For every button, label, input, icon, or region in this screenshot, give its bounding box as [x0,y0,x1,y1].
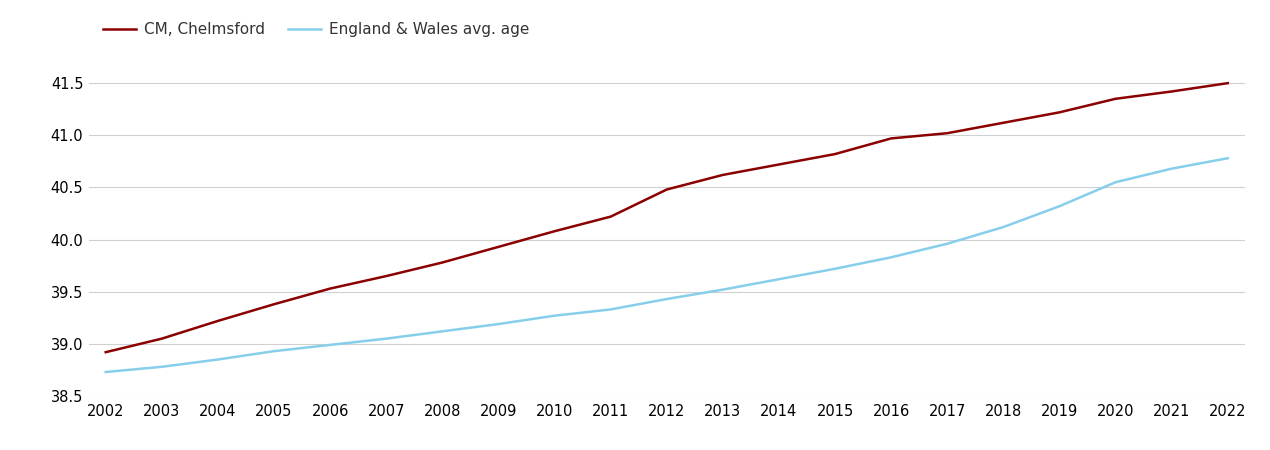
England & Wales avg. age [1107,180,1123,185]
England & Wales avg. age [1052,203,1067,209]
CM, Chelmsford [547,229,563,234]
CM, Chelmsford [434,260,450,265]
CM, Chelmsford [715,172,730,178]
CM, Chelmsford [378,273,394,279]
CM, Chelmsford [996,120,1011,126]
England & Wales avg. age [715,287,730,292]
England & Wales avg. age [98,369,113,375]
CM, Chelmsford [1107,96,1123,102]
England & Wales avg. age [884,255,899,260]
CM, Chelmsford [323,286,338,291]
England & Wales avg. age [828,266,843,271]
CM, Chelmsford [1052,110,1067,115]
Line: CM, Chelmsford: CM, Chelmsford [105,83,1228,352]
England & Wales avg. age [211,357,226,362]
England & Wales avg. age [659,296,674,302]
England & Wales avg. age [1165,166,1180,171]
CM, Chelmsford [154,336,169,342]
CM, Chelmsford [98,350,113,355]
CM, Chelmsford [267,302,282,307]
CM, Chelmsford [828,151,843,157]
England & Wales avg. age [434,328,450,334]
England & Wales avg. age [267,348,282,354]
Legend: CM, Chelmsford, England & Wales avg. age: CM, Chelmsford, England & Wales avg. age [97,16,536,43]
England & Wales avg. age [1220,156,1236,161]
CM, Chelmsford [211,318,226,324]
CM, Chelmsford [1165,89,1180,94]
CM, Chelmsford [490,244,505,250]
England & Wales avg. age [323,342,338,347]
CM, Chelmsford [771,162,786,167]
England & Wales avg. age [547,313,563,319]
Line: England & Wales avg. age: England & Wales avg. age [105,158,1228,372]
CM, Chelmsford [940,130,955,136]
CM, Chelmsford [1220,81,1236,86]
England & Wales avg. age [603,307,618,312]
England & Wales avg. age [940,241,955,247]
England & Wales avg. age [378,336,394,342]
CM, Chelmsford [659,187,674,192]
England & Wales avg. age [771,276,786,282]
England & Wales avg. age [490,321,505,327]
CM, Chelmsford [603,214,618,219]
CM, Chelmsford [884,136,899,141]
England & Wales avg. age [996,225,1011,230]
England & Wales avg. age [154,364,169,369]
